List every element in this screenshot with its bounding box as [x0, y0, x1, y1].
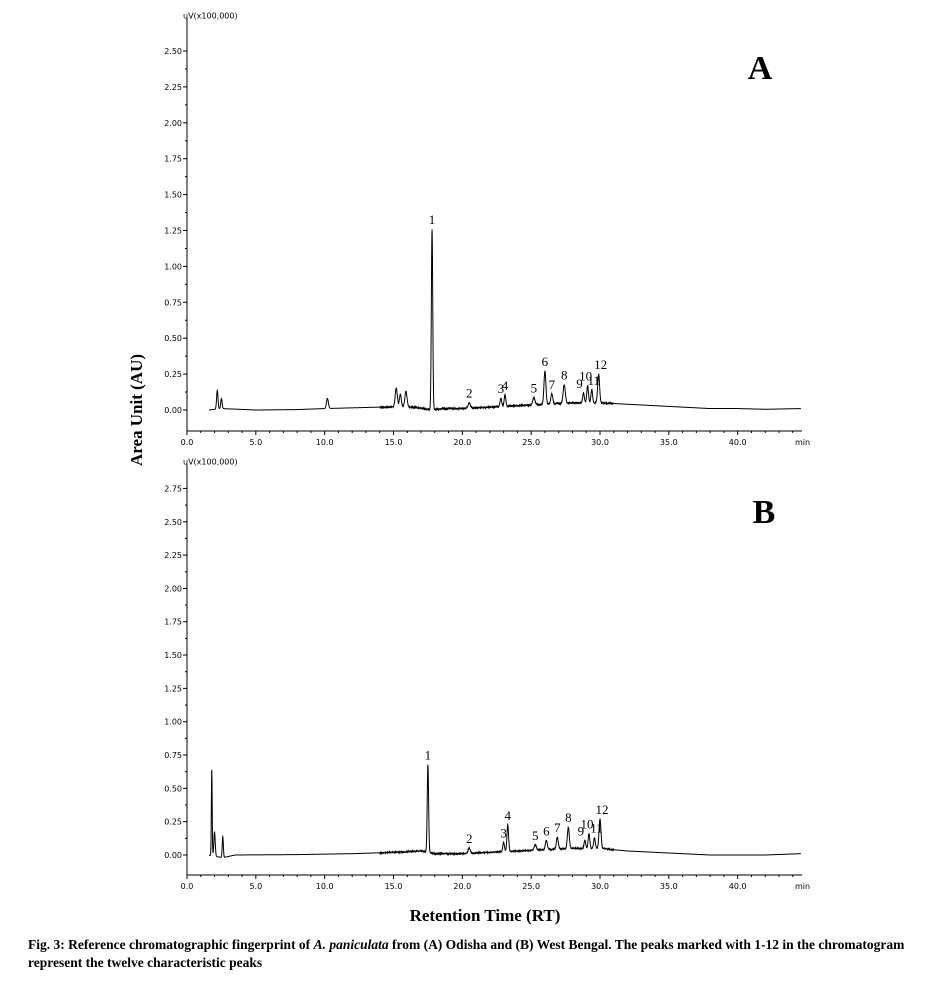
panel-letter: B	[753, 494, 776, 531]
x-unit-label: min	[795, 438, 810, 447]
caption-prefix: Fig. 3: Reference chromatographic finger…	[28, 937, 314, 952]
peak-label-3: 3	[500, 825, 507, 840]
peak-label-9: 9	[576, 376, 583, 391]
y-tick-label: 0.75	[164, 298, 182, 307]
x-tick-label: 0.0	[181, 438, 194, 447]
y-tick-label: 1.00	[164, 262, 182, 271]
y-tick-label: 2.50	[164, 518, 182, 527]
y-tick-label: 0.00	[164, 406, 182, 415]
y-tick-label: 2.00	[164, 119, 182, 128]
chromatogram-trace	[208, 229, 801, 412]
peak-label-9: 9	[578, 823, 585, 838]
x-tick-label: 20.0	[453, 438, 471, 447]
y-tick-label: 1.25	[164, 227, 182, 236]
x-tick-label: 30.0	[591, 882, 609, 891]
x-tick-label: 10.0	[316, 438, 334, 447]
y-tick-label: 1.75	[164, 618, 182, 627]
y-tick-label: 0.00	[164, 851, 182, 860]
peak-label-1: 1	[425, 747, 432, 762]
y-tick-label: 1.50	[164, 651, 182, 660]
peak-label-8: 8	[565, 810, 572, 825]
y-unit-label: uV(x100,000)	[183, 12, 238, 21]
x-tick-label: 5.0	[249, 438, 262, 447]
y-tick-label: 2.25	[164, 83, 182, 92]
x-tick-label: 15.0	[385, 438, 403, 447]
chromatogram-panel-a: uV(x100,000) 0.00 0.25 0.50 0.75 1.00 1.25 1.50…	[164, 12, 810, 448]
y-tick-label: 1.75	[164, 155, 182, 164]
peak-label-3: 3	[498, 381, 505, 396]
peak-label-7: 7	[549, 377, 556, 392]
chromatogram-trace	[208, 764, 801, 858]
peak-label-10: 10	[580, 817, 593, 832]
peak-label-1: 1	[429, 212, 436, 227]
x-unit-label: min	[795, 882, 810, 891]
peak-label-8: 8	[561, 368, 568, 383]
peak-label-11: 11	[587, 373, 600, 388]
y-tick-label: 0.75	[164, 751, 182, 760]
figure-caption: Fig. 3: Reference chromatographic finger…	[28, 936, 918, 972]
peak-label-12: 12	[596, 802, 609, 817]
x-tick-label: 20.0	[453, 882, 471, 891]
peak-label-6: 6	[543, 823, 550, 838]
peak-label-5: 5	[532, 828, 539, 843]
peak-label-7: 7	[554, 820, 561, 835]
y-axis-title: Area Unit (AU)	[127, 354, 146, 466]
caption-suffix: from (A) Odisha and (B) West Bengal. The…	[28, 937, 905, 970]
peak-label-11: 11	[590, 821, 603, 836]
peak-label-4: 4	[505, 808, 512, 823]
peak-label-2: 2	[466, 831, 473, 846]
y-tick-label: 0.25	[164, 818, 182, 827]
y-tick-label: 1.50	[164, 191, 182, 200]
y-unit-label: uV(x100,000)	[183, 458, 238, 467]
y-tick-label: 1.25	[164, 684, 182, 693]
peak-label-10: 10	[579, 369, 592, 384]
y-tick-label: 0.50	[164, 784, 182, 793]
y-tick-label: 2.00	[164, 584, 182, 593]
x-tick-label: 40.0	[729, 438, 747, 447]
peak-label-5: 5	[531, 381, 538, 396]
x-tick-label: 40.0	[729, 882, 747, 891]
x-tick-label: 15.0	[385, 882, 403, 891]
panel-letter: A	[748, 50, 773, 87]
peak-label-2: 2	[466, 385, 473, 400]
peak-label-6: 6	[542, 354, 549, 369]
x-tick-label: 35.0	[660, 882, 678, 891]
y-tick-label: 0.25	[164, 370, 182, 379]
caption-species: A. paniculata	[313, 937, 389, 952]
chromatogram-panel-b: uV(x100,000) 0.00 0.25 0.50 0.75 1.00 1.25 1.50…	[164, 458, 810, 892]
peak-label-4: 4	[502, 378, 509, 393]
x-tick-label: 25.0	[522, 438, 540, 447]
x-tick-label: 10.0	[316, 882, 334, 891]
y-tick-label: 2.75	[164, 484, 182, 493]
x-tick-label: 5.0	[249, 882, 262, 891]
x-tick-label: 25.0	[522, 882, 540, 891]
peak-label-12: 12	[594, 357, 607, 372]
y-tick-label: 2.50	[164, 47, 182, 56]
y-tick-label: 2.25	[164, 551, 182, 560]
x-tick-label: 35.0	[660, 438, 678, 447]
y-tick-label: 0.50	[164, 334, 182, 343]
x-axis-title: Retention Time (RT)	[410, 906, 561, 925]
x-tick-label: 0.0	[181, 882, 194, 891]
y-tick-label: 1.00	[164, 718, 182, 727]
x-tick-label: 30.0	[591, 438, 609, 447]
